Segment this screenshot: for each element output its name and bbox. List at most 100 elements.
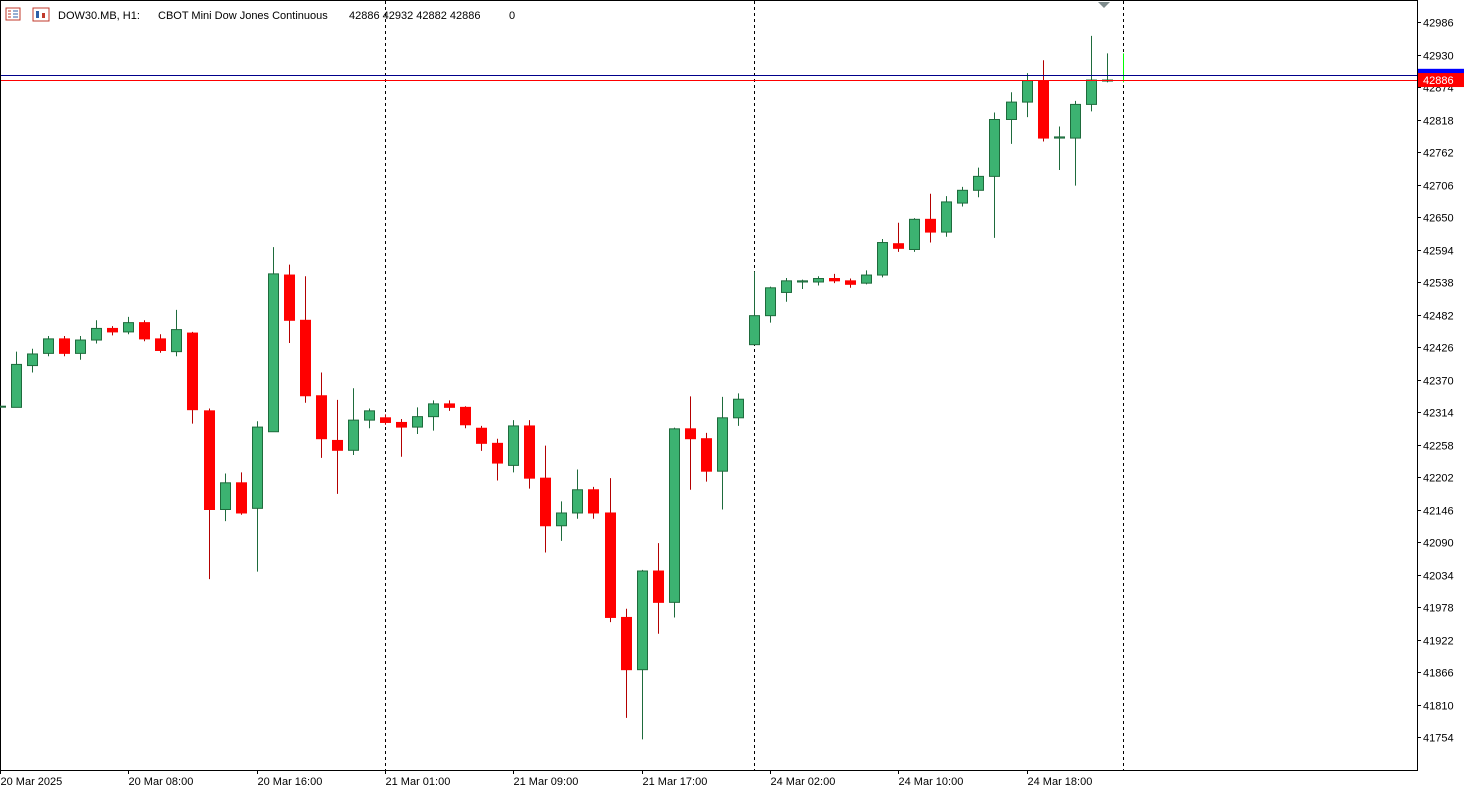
candle-body xyxy=(316,395,327,440)
price-tick-label: 42482 xyxy=(1423,311,1454,323)
candle xyxy=(861,270,872,285)
candle xyxy=(204,408,215,580)
candle-body xyxy=(139,322,150,340)
candle-body xyxy=(1038,80,1049,139)
candle xyxy=(540,445,551,553)
candle xyxy=(476,425,487,451)
candle-body xyxy=(989,119,1000,177)
candle-body xyxy=(428,403,439,418)
price-tick-label: 42146 xyxy=(1423,506,1454,518)
candle-body xyxy=(300,319,311,397)
price-tick-label: 42258 xyxy=(1423,441,1454,453)
candle-body xyxy=(268,273,279,433)
candle-body xyxy=(877,242,888,276)
candle xyxy=(637,569,648,740)
candle-body xyxy=(749,315,760,346)
candle-body xyxy=(27,353,38,367)
candle-body xyxy=(637,570,648,671)
candle xyxy=(155,334,166,353)
candle xyxy=(1006,92,1017,144)
candle-body xyxy=(829,278,840,282)
candle xyxy=(91,320,102,344)
candle xyxy=(187,331,198,424)
candle xyxy=(107,326,118,336)
candle-body xyxy=(380,417,391,423)
candle xyxy=(797,279,808,289)
chart-window-icon[interactable] xyxy=(32,7,50,22)
time-tick-label: 20 Mar 16:00 xyxy=(258,776,323,788)
candle xyxy=(1070,100,1081,186)
day-separators xyxy=(385,1,1124,770)
candle xyxy=(444,400,455,411)
candle-body xyxy=(845,280,856,285)
chart-header: DOW30.MB, H1: CBOT Mini Dow Jones Contin… xyxy=(5,7,515,22)
list-icon[interactable] xyxy=(5,7,21,21)
candle xyxy=(765,286,776,323)
price-tick-label: 42090 xyxy=(1423,538,1454,550)
candle xyxy=(588,486,599,519)
candle-body xyxy=(220,482,231,510)
candle xyxy=(813,276,824,286)
chart-shift-marker[interactable] xyxy=(1098,2,1110,8)
candle xyxy=(572,469,583,519)
candle xyxy=(925,193,936,243)
candle xyxy=(0,405,6,408)
price-tick-label: 42370 xyxy=(1423,376,1454,388)
price-tick-label: 42202 xyxy=(1423,473,1454,485)
candle-body xyxy=(476,427,487,444)
instrument-description: CBOT Mini Dow Jones Continuous xyxy=(158,10,328,22)
candle xyxy=(220,473,231,522)
candle xyxy=(621,608,632,718)
candle xyxy=(1054,126,1065,170)
price-tick-label: 42986 xyxy=(1423,18,1454,30)
candle xyxy=(508,420,519,473)
price-tick-label: 41922 xyxy=(1423,636,1454,648)
candle xyxy=(781,277,792,302)
candle-body xyxy=(91,327,102,341)
candle-body xyxy=(444,403,455,408)
candle xyxy=(236,472,247,515)
candle-body xyxy=(1022,80,1033,103)
candle-body xyxy=(717,417,728,472)
candle-body xyxy=(252,426,263,509)
price-axis[interactable]: 4298642930428744281842762427064265042594… xyxy=(1417,18,1464,745)
candle xyxy=(11,351,22,408)
candle xyxy=(1102,53,1113,83)
candle xyxy=(332,399,343,494)
candle xyxy=(669,427,680,618)
candle-body xyxy=(187,332,198,411)
candle-body xyxy=(1054,136,1065,139)
candle xyxy=(893,222,904,252)
ohlc-values: 42886 42932 42882 42886 xyxy=(349,10,481,22)
candle xyxy=(364,408,375,429)
candle xyxy=(27,348,38,373)
bid-price-label: 42886 xyxy=(1423,75,1454,87)
candle-body xyxy=(492,442,503,464)
candle-body xyxy=(508,425,519,466)
volume-value: 0 xyxy=(509,10,515,22)
candle-body xyxy=(941,201,952,233)
candle xyxy=(717,396,728,510)
price-tick-label: 42650 xyxy=(1423,213,1454,225)
candle xyxy=(348,388,359,455)
candle-body xyxy=(364,410,375,421)
candle xyxy=(316,372,327,458)
candle-body xyxy=(75,339,86,354)
candle-body xyxy=(43,338,54,354)
price-tick-label: 42426 xyxy=(1423,343,1454,355)
time-axis[interactable]: 20 Mar 2025 20 Mar 08:00 20 Mar 16:00 21 Ma… xyxy=(0,770,1093,788)
price-lines xyxy=(1,2,1417,81)
candle-body xyxy=(155,338,166,351)
candle xyxy=(139,320,150,342)
candle-body xyxy=(1086,79,1097,105)
candle xyxy=(412,407,423,435)
time-tick-label: 21 Mar 17:00 xyxy=(643,776,708,788)
price-tick-label: 41866 xyxy=(1423,668,1454,680)
candle-body xyxy=(556,512,567,527)
candle xyxy=(284,264,295,343)
candle xyxy=(460,406,471,429)
plot-border xyxy=(0,0,1418,771)
candle xyxy=(43,335,54,357)
